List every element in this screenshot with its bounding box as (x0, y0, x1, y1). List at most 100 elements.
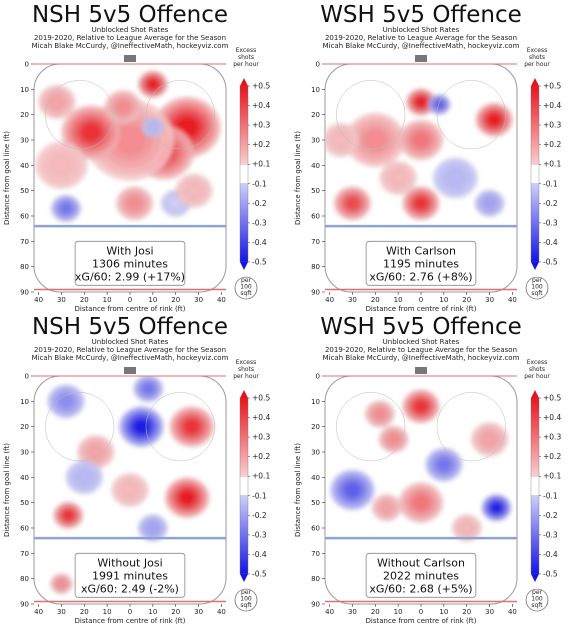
x-tick-label: 30 (485, 608, 494, 616)
y-tick-label: 90 (311, 601, 320, 609)
colorbar-tick-label: +0.4 (252, 413, 270, 422)
colorbar-tick-label: +0.2 (543, 452, 561, 461)
y-tick-label: 80 (311, 575, 320, 583)
heatmap-contour (447, 170, 464, 186)
colorbar-label: Excess (527, 359, 547, 366)
y-tick-label: 90 (311, 289, 320, 297)
heatmap-contour (437, 458, 451, 471)
x-tick-label: 20 (80, 296, 89, 304)
summary-line: Without Carlson (377, 556, 465, 569)
heatmap-contour (52, 157, 71, 174)
colorbar-tick-label: +0.1 (252, 472, 270, 481)
x-tick-label: 30 (348, 296, 357, 304)
summary-box (74, 552, 186, 598)
colorbar-label: Excess (527, 47, 547, 54)
colorbar-tick-label: -0.2 (543, 511, 558, 520)
chart-title: WSH 5v5 Offence (320, 2, 522, 28)
goal-net-icon (124, 367, 136, 374)
heatmap-contour (391, 172, 405, 184)
heatmap-contour (170, 198, 181, 209)
colorbar-tick-label: +0.1 (543, 160, 561, 169)
colorbar-tick-label: -0.5 (543, 258, 558, 267)
summary-line: With Carlson (386, 244, 456, 257)
x-tick-label: 40 (325, 296, 334, 304)
x-tick-label: 20 (171, 608, 180, 616)
y-tick-label: 80 (20, 575, 29, 583)
chart-panel-nsh-without-josi: NSH 5v5 Offence Unblocked Shot Rates 2019-… (0, 312, 291, 624)
colorbar-max-arrow (240, 390, 248, 398)
heatmap-contour (414, 197, 428, 210)
y-tick-label: 0 (316, 61, 320, 69)
unit-badge (525, 276, 549, 300)
heatmap-contour (50, 96, 64, 108)
y-tick-label: 40 (20, 474, 29, 482)
faceoff-circle (336, 392, 406, 462)
summary-line: 1991 minutes (92, 569, 168, 582)
chart-subtitle-line: Unblocked Shot Rates (92, 338, 169, 346)
colorbar-tick-label: +0.4 (543, 101, 561, 110)
colorbar-tick-label: +0.2 (252, 452, 270, 461)
faceoff-circle (145, 80, 215, 150)
colorbar-tick-label: -0.3 (543, 218, 558, 227)
unit-badge-text: per (532, 277, 543, 284)
summary-box (365, 240, 477, 286)
y-tick-label: 10 (311, 398, 320, 406)
summary-line: xG/60: 2.76 (+8%) (369, 270, 472, 283)
faceoff-circle (436, 392, 506, 462)
heatmap-contour (63, 510, 74, 521)
x-tick-label: 10 (439, 608, 448, 616)
faceoff-circle (45, 392, 115, 462)
heatmap-contour (59, 395, 73, 408)
colorbar-tick-label: +0.5 (252, 394, 270, 403)
chart-panel-wsh-with-carlson: WSH 5v5 Offence Unblocked Shot Rates 2019-… (291, 0, 582, 312)
unit-badge (234, 276, 258, 300)
heatmap-contour (128, 197, 142, 210)
heatmap-contour (80, 123, 102, 142)
colorbar-tick-label: -0.3 (252, 218, 267, 227)
heatmap-contour (345, 197, 359, 210)
y-tick-label: 60 (311, 525, 320, 533)
heatmap-contour (344, 482, 361, 498)
colorbar-min-arrow (240, 262, 248, 270)
chart-subtitle-line: 2019-2020, Relative to League Average fo… (34, 34, 226, 42)
x-tick-label: 20 (171, 296, 180, 304)
colorbar-label: shots (238, 54, 254, 61)
y-tick-label: 0 (316, 373, 320, 381)
x-tick-label: 10 (148, 608, 157, 616)
colorbar-tick-label: -0.1 (252, 491, 267, 500)
colorbar-tick-label: -0.2 (252, 199, 267, 208)
colorbar-tick-label: -0.1 (543, 179, 558, 188)
heatmap-contour (89, 446, 103, 458)
y-tick-label: 50 (20, 499, 29, 507)
x-tick-label: 0 (419, 608, 423, 616)
unit-badge (525, 588, 549, 612)
unit-badge-text: 100 (240, 284, 252, 291)
colorbar-label: Excess (236, 47, 256, 54)
unit-badge-text: per (241, 589, 252, 596)
y-tick-label: 50 (311, 499, 320, 507)
colorbar-tick-label: -0.5 (252, 570, 267, 579)
y-tick-label: 40 (311, 162, 320, 170)
colorbar-tick-label: +0.3 (252, 121, 270, 130)
x-axis-label: Distance from centre of rink (ft) (75, 617, 186, 624)
heatmap-contour (148, 123, 157, 132)
heatmap-contour (147, 79, 159, 90)
x-tick-label: 0 (419, 296, 423, 304)
x-tick-label: 40 (508, 608, 517, 616)
heatmap-contour (147, 523, 159, 533)
colorbar-label: per hour (233, 61, 259, 68)
y-tick-label: 30 (311, 449, 320, 457)
colorbar-label: per hour (524, 373, 550, 380)
colorbar-tick-label: +0.5 (543, 82, 561, 91)
y-tick-label: 20 (20, 423, 29, 431)
colorbar-tick-label: +0.4 (543, 413, 561, 422)
heatmap-contour (388, 434, 399, 445)
colorbar-min-arrow (531, 262, 539, 270)
colorbar-label: shots (529, 54, 545, 61)
y-axis-label: Distance from goal line (ft) (294, 131, 302, 225)
colorbar (530, 397, 540, 575)
unit-badge (234, 588, 258, 612)
faceoff-circle (336, 80, 406, 150)
colorbar-tick-label: -0.5 (543, 570, 558, 579)
